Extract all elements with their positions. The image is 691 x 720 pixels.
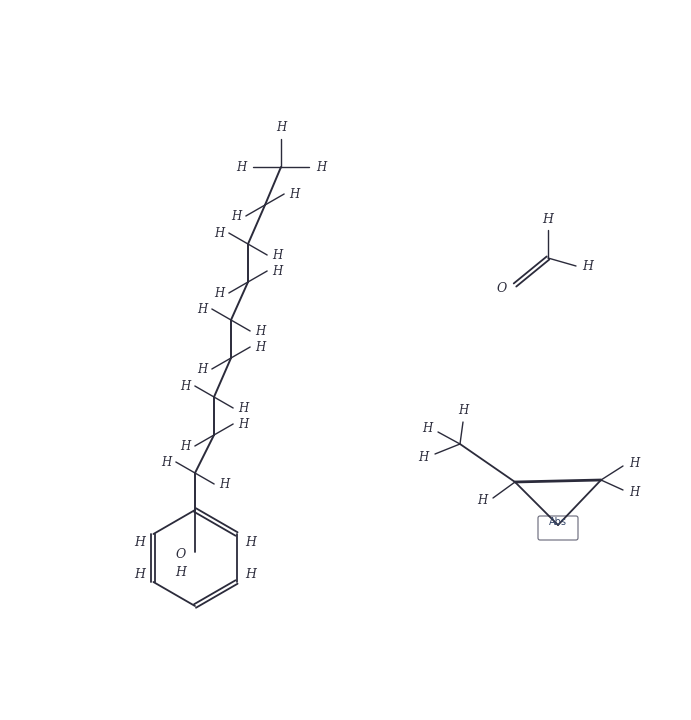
Text: H: H [255,325,265,338]
Text: O: O [497,282,507,294]
Text: H: H [161,456,171,469]
Text: H: H [458,403,468,416]
Text: O: O [176,549,186,562]
Text: H: H [134,567,145,580]
Text: Abs: Abs [549,517,567,527]
Text: H: H [236,161,246,174]
Text: H: H [272,264,282,277]
Text: H: H [422,421,432,434]
Text: H: H [231,210,241,222]
Text: H: H [180,379,190,392]
Text: H: H [176,565,187,578]
Text: H: H [542,212,553,225]
Text: H: H [629,485,639,498]
Text: H: H [197,302,207,315]
Text: H: H [238,402,248,415]
Text: H: H [477,495,487,508]
Text: H: H [238,418,248,431]
Text: H: H [276,120,286,133]
FancyBboxPatch shape [538,516,578,540]
Text: H: H [316,161,326,174]
Text: H: H [289,187,299,200]
Text: H: H [197,362,207,376]
Text: H: H [214,287,224,300]
Text: H: H [255,341,265,354]
Text: H: H [245,536,256,549]
Text: H: H [214,227,224,240]
Text: H: H [180,439,190,452]
Text: H: H [272,248,282,261]
Text: H: H [245,567,256,580]
Text: H: H [219,477,229,490]
Text: H: H [629,456,639,469]
Text: H: H [134,536,145,549]
Text: H: H [583,259,594,272]
Text: H: H [418,451,428,464]
